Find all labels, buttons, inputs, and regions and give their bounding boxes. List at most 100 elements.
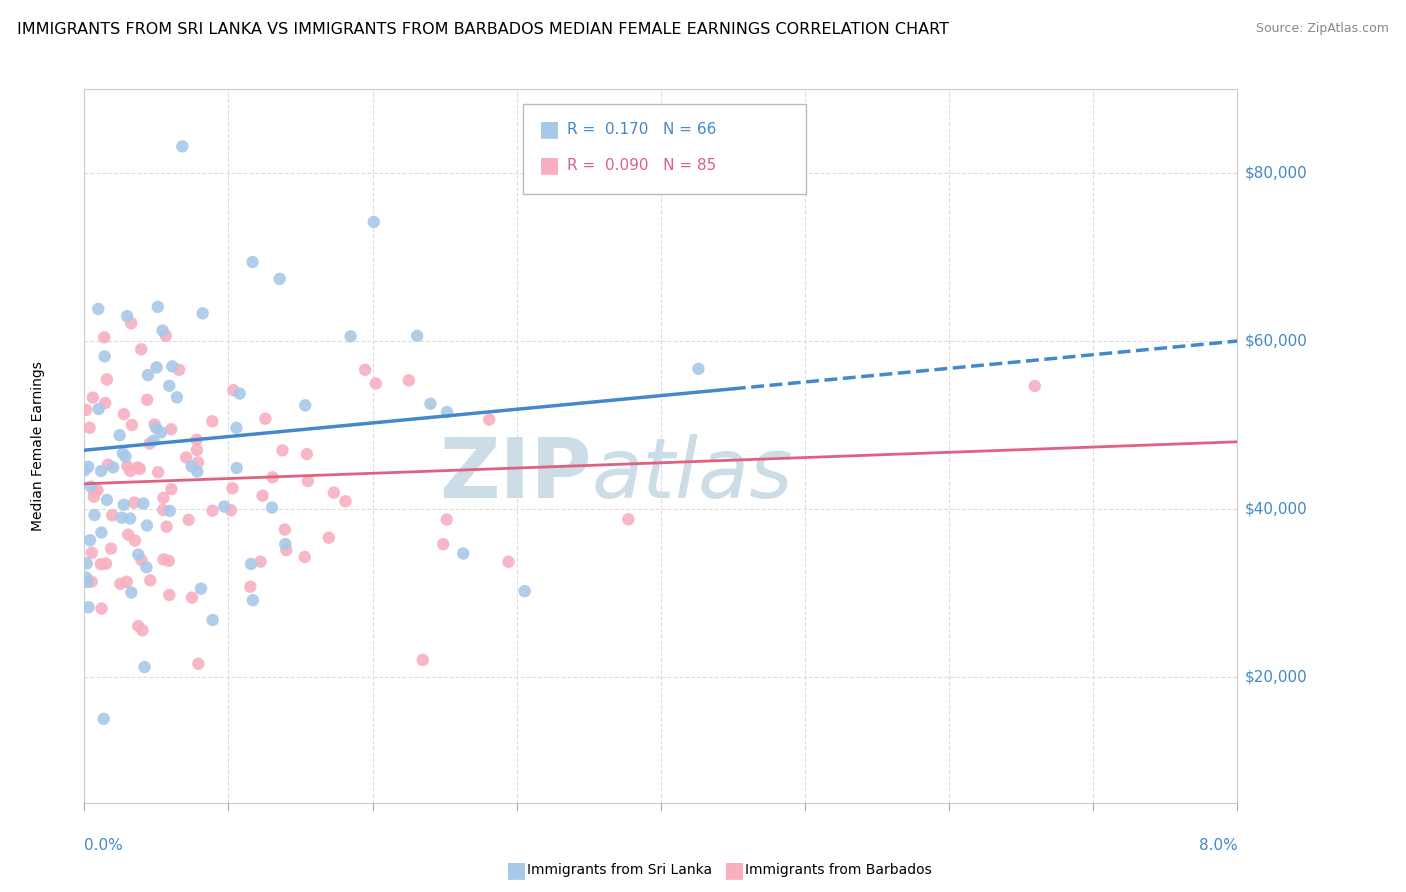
Text: Source: ZipAtlas.com: Source: ZipAtlas.com — [1256, 22, 1389, 36]
Point — [108, 428, 131, 442]
Point — [249, 555, 271, 569]
Point — [398, 373, 420, 387]
Point — [190, 582, 212, 596]
Point — [212, 500, 235, 514]
Point — [219, 503, 242, 517]
Point — [115, 309, 138, 323]
Point — [294, 398, 316, 412]
Point — [201, 613, 224, 627]
Point — [83, 484, 105, 499]
Point — [80, 480, 103, 494]
Point — [124, 533, 146, 548]
Point — [142, 434, 165, 448]
Point — [90, 558, 112, 572]
Point — [242, 255, 264, 269]
Point — [127, 619, 149, 633]
Point — [128, 462, 150, 476]
Point — [225, 421, 247, 435]
Point — [120, 316, 142, 330]
Point — [132, 496, 155, 510]
Point — [172, 139, 194, 153]
Point — [478, 412, 501, 426]
Point — [269, 272, 291, 286]
Point — [297, 474, 319, 488]
Text: 0.0%: 0.0% — [84, 838, 124, 854]
Point — [155, 519, 177, 533]
Point — [155, 328, 177, 343]
Point — [131, 553, 153, 567]
Point — [262, 470, 284, 484]
Point — [97, 458, 120, 472]
Point — [127, 460, 149, 475]
Point — [181, 591, 204, 605]
Point — [225, 461, 247, 475]
Point — [419, 397, 441, 411]
Text: $80,000: $80,000 — [1244, 166, 1308, 181]
Point — [80, 574, 103, 589]
Text: Immigrants from Barbados: Immigrants from Barbados — [745, 863, 932, 877]
Point — [73, 463, 96, 477]
Point — [617, 512, 640, 526]
Point — [79, 533, 101, 548]
Point — [432, 537, 454, 551]
Point — [77, 459, 100, 474]
Point — [136, 392, 159, 407]
Point — [82, 391, 104, 405]
Point — [79, 420, 101, 434]
Point — [87, 301, 110, 316]
Text: $60,000: $60,000 — [1244, 334, 1308, 349]
Point — [131, 624, 153, 638]
Point — [112, 407, 135, 421]
Point — [146, 465, 169, 479]
Text: ■: ■ — [538, 155, 560, 175]
Point — [80, 546, 103, 560]
Text: ■: ■ — [538, 120, 560, 139]
Point — [87, 402, 110, 417]
Point — [83, 490, 105, 504]
Point — [294, 549, 316, 564]
Point — [201, 414, 224, 428]
Text: Median Female Earnings: Median Female Earnings — [31, 361, 45, 531]
Point — [187, 455, 209, 469]
Point — [191, 306, 214, 320]
Point — [339, 329, 361, 343]
Text: IMMIGRANTS FROM SRI LANKA VS IMMIGRANTS FROM BARBADOS MEDIAN FEMALE EARNINGS COR: IMMIGRANTS FROM SRI LANKA VS IMMIGRANTS … — [17, 22, 949, 37]
Point — [174, 450, 197, 465]
Point — [129, 343, 152, 357]
Point — [688, 361, 710, 376]
Point — [117, 527, 139, 541]
Point — [152, 324, 174, 338]
Point — [152, 491, 174, 505]
Point — [138, 436, 160, 450]
Point — [177, 513, 200, 527]
Point — [201, 504, 224, 518]
Point — [221, 481, 243, 495]
Point — [271, 443, 294, 458]
Point — [498, 555, 520, 569]
Point — [127, 548, 149, 562]
Text: ZIP: ZIP — [439, 434, 592, 515]
Point — [274, 537, 297, 551]
Point — [295, 447, 318, 461]
Point — [136, 518, 159, 533]
Text: $20,000: $20,000 — [1244, 669, 1308, 684]
Point — [94, 396, 117, 410]
Point — [364, 376, 387, 391]
Point — [145, 421, 167, 435]
Point — [335, 494, 357, 508]
Text: 8.0%: 8.0% — [1198, 838, 1237, 854]
Point — [152, 503, 174, 517]
Point — [110, 577, 132, 591]
Point — [96, 492, 118, 507]
Point — [252, 489, 274, 503]
Point — [149, 425, 172, 440]
Point — [186, 443, 208, 458]
Point — [406, 329, 429, 343]
Point — [117, 459, 139, 474]
Point — [186, 433, 208, 447]
Point — [167, 363, 190, 377]
Point — [322, 485, 344, 500]
Point — [96, 372, 118, 386]
Point — [412, 653, 434, 667]
Point — [1024, 379, 1046, 393]
